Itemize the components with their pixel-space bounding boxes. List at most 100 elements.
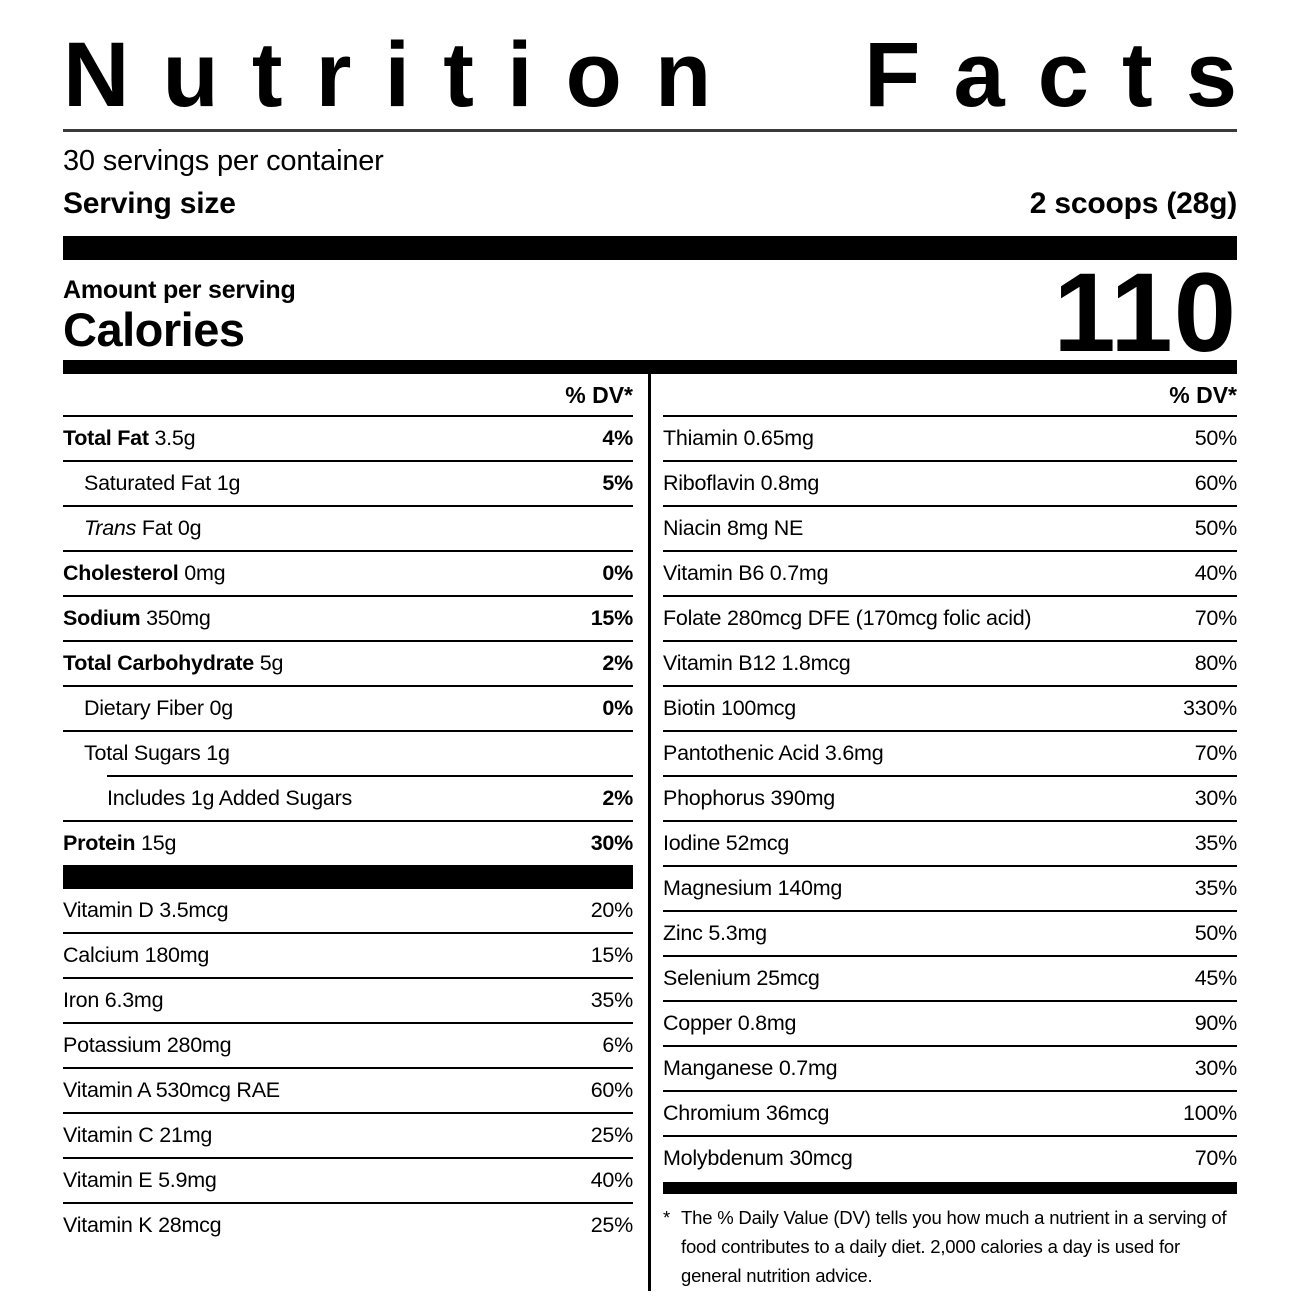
nutrient-dv: 40% (1194, 561, 1238, 586)
nutrient-label: Magnesium 140mg (663, 876, 843, 901)
nutrient-row: Riboflavin 0.8mg 60% (663, 462, 1237, 508)
nutrient-dv: 30% (590, 831, 634, 856)
calories-section: Amount per serving Calories 110 (63, 250, 1237, 376)
nutrient-dv: 6% (602, 1033, 633, 1058)
nutrient-label: Vitamin D 3.5mcg (63, 898, 229, 923)
nutrient-label: Sodium 350mg (63, 606, 211, 631)
nutrient-row: Chromium 36mcg 100% (663, 1092, 1237, 1138)
serving-size-label: Serving size (63, 187, 236, 221)
nutrient-row: Phophorus 390mg 30% (663, 777, 1237, 823)
nutrient-dv: 45% (1194, 966, 1238, 991)
dv-header-right: % DV* (663, 374, 1237, 418)
nutrient-row: Copper 0.8mg 90% (663, 1002, 1238, 1048)
nutrient-label: Potassium 280mg (63, 1033, 232, 1058)
nutrient-row: Zinc 5.3mg 50% (663, 912, 1238, 958)
nutrient-dv: 20% (590, 898, 634, 923)
nutrient-label: Total Sugars 1g (84, 741, 230, 766)
nutrient-row: Thiamin 0.65mg 50% (663, 417, 1238, 463)
nutrient-row: Molybdenum 30mcg 70% (663, 1137, 1237, 1180)
footnote-marker: * (663, 1207, 670, 1229)
nutrient-dv: 2% (602, 651, 633, 676)
nutrient-label: Total Carbohydrate 5g (63, 651, 284, 676)
nutrient-dv: 30% (1194, 1056, 1238, 1081)
nutrient-row: Niacin 8mg NE 50% (663, 507, 1237, 553)
nutrient-dv: 50% (1194, 426, 1238, 451)
nutrient-dv: 80% (1194, 651, 1238, 676)
nutrient-label: Vitamin B6 0.7mg (663, 561, 829, 586)
nutrient-label: Riboflavin 0.8mg (663, 471, 820, 496)
nutrient-label: Copper 0.8mg (663, 1011, 797, 1036)
nutrient-label: Selenium 25mcg (663, 966, 820, 991)
nutrient-columns: % DV* Total Fat 3.5g 4% Saturated Fat 1g 5%… (63, 374, 1237, 1291)
nutrient-label: Manganese 0.7mg (663, 1056, 838, 1081)
nutrient-row: Vitamin C 21mg 25% (63, 1114, 634, 1160)
nutrient-label: Niacin 8mg NE (663, 516, 804, 541)
nutrient-row: Vitamin E 5.9mg 40% (63, 1159, 634, 1205)
nutrient-dv: 25% (590, 1213, 634, 1238)
nutrition-facts-label: Nutrition Facts 30 servings per containe… (63, 24, 1237, 1291)
title-rule (63, 129, 1237, 133)
nutrient-label: Iodine 52mcg (663, 831, 790, 856)
nutrient-row: Trans Fat 0g (63, 507, 633, 553)
nutrient-label: Dietary Fiber 0g (84, 696, 233, 721)
nutrient-dv: 35% (590, 988, 634, 1013)
indented-divider (107, 775, 633, 778)
nutrient-label: Vitamin K 28mcg (63, 1213, 222, 1238)
left-column: % DV* Total Fat 3.5g 4% Saturated Fat 1g 5%… (63, 374, 633, 1291)
nutrient-row: Vitamin D 3.5mcg 20% (63, 889, 634, 935)
calories-value: 110 (1053, 250, 1237, 376)
nutrient-label: Total Fat 3.5g (63, 426, 196, 451)
nutrient-label: Vitamin A 530mcg RAE (63, 1078, 280, 1103)
footnote-text: The % Daily Value (DV) tells you how muc… (681, 1207, 1227, 1287)
footnote: * The % Daily Value (DV) tells you how m… (663, 1204, 1237, 1291)
nutrient-row: Vitamin A 530mcg RAE 60% (63, 1069, 633, 1115)
nutrient-label: Vitamin E 5.9mg (63, 1168, 217, 1193)
nutrient-label: Folate 280mcg DFE (170mcg folic acid) (663, 606, 1032, 631)
title-word-facts: Facts (864, 24, 1271, 126)
nutrient-label: Biotin 100mcg (663, 696, 796, 721)
nutrient-dv: 70% (1194, 741, 1238, 766)
nutrient-label: Zinc 5.3mg (663, 921, 767, 946)
nutrient-row: Manganese 0.7mg 30% (663, 1047, 1238, 1093)
nutrient-dv: 25% (590, 1123, 634, 1148)
nutrient-row: Vitamin B12 1.8mcg 80% (663, 642, 1238, 688)
left-main-rows: Total Fat 3.5g 4% Saturated Fat 1g 5% Trans … (63, 417, 633, 865)
nutrient-dv: 330% (1183, 696, 1237, 721)
serving-size-row: Serving size 2 scoops (28g) (63, 187, 1237, 221)
nutrient-row: Biotin 100mcg 330% (663, 687, 1237, 733)
nutrient-row: Saturated Fat 1g 5% (63, 462, 633, 508)
nutrient-label: Saturated Fat 1g (84, 471, 241, 496)
page-title: Nutrition Facts (63, 24, 1237, 126)
title-word-nutrition: Nutrition (63, 24, 745, 126)
nutrient-dv: 35% (1194, 831, 1238, 856)
nutrient-dv: 5% (602, 471, 633, 496)
calories-label: Calories (63, 302, 245, 356)
nutrient-row: Iron 6.3mg 35% (63, 979, 634, 1025)
nutrient-row: Folate 280mcg DFE (170mcg folic acid) 70% (663, 597, 1237, 643)
nutrient-row: Iodine 52mcg 35% (663, 822, 1238, 868)
nutrient-dv: 50% (1194, 921, 1238, 946)
nutrient-label: Molybdenum 30mcg (663, 1146, 853, 1171)
nutrient-dv: 90% (1194, 1011, 1238, 1036)
nutrient-row: Vitamin B6 0.7mg 40% (663, 552, 1238, 598)
nutrient-row: Dietary Fiber 0g 0% (63, 687, 633, 733)
nutrient-label: Trans Fat 0g (84, 516, 202, 541)
serving-size-value: 2 scoops (28g) (1029, 187, 1237, 221)
nutrient-label: Vitamin B12 1.8mcg (663, 651, 851, 676)
nutrient-label: Chromium 36mcg (663, 1101, 830, 1126)
nutrient-label: Protein 15g (63, 831, 177, 856)
nutrient-dv: 100% (1183, 1101, 1237, 1126)
nutrient-label: Includes 1g Added Sugars (107, 786, 353, 811)
amount-per-serving-label: Amount per serving (63, 275, 296, 304)
left-vitamin-rows: Vitamin D 3.5mcg 20% Calcium 180mg 15% Iron … (63, 889, 633, 1247)
nutrient-dv: 70% (1194, 1146, 1238, 1171)
dv-header-left: % DV* (63, 374, 633, 418)
nutrient-dv: 40% (590, 1168, 634, 1193)
nutrient-row: Potassium 280mg 6% (63, 1024, 633, 1070)
nutrient-label: Phophorus 390mg (663, 786, 835, 811)
servings-per-container: 30 servings per container (63, 145, 384, 178)
calories-left-block: Amount per serving Calories (63, 276, 296, 356)
nutrient-dv: 15% (590, 943, 634, 968)
nutrient-row: Total Fat 3.5g 4% (63, 417, 633, 463)
nutrient-label: Iron 6.3mg (63, 988, 164, 1013)
